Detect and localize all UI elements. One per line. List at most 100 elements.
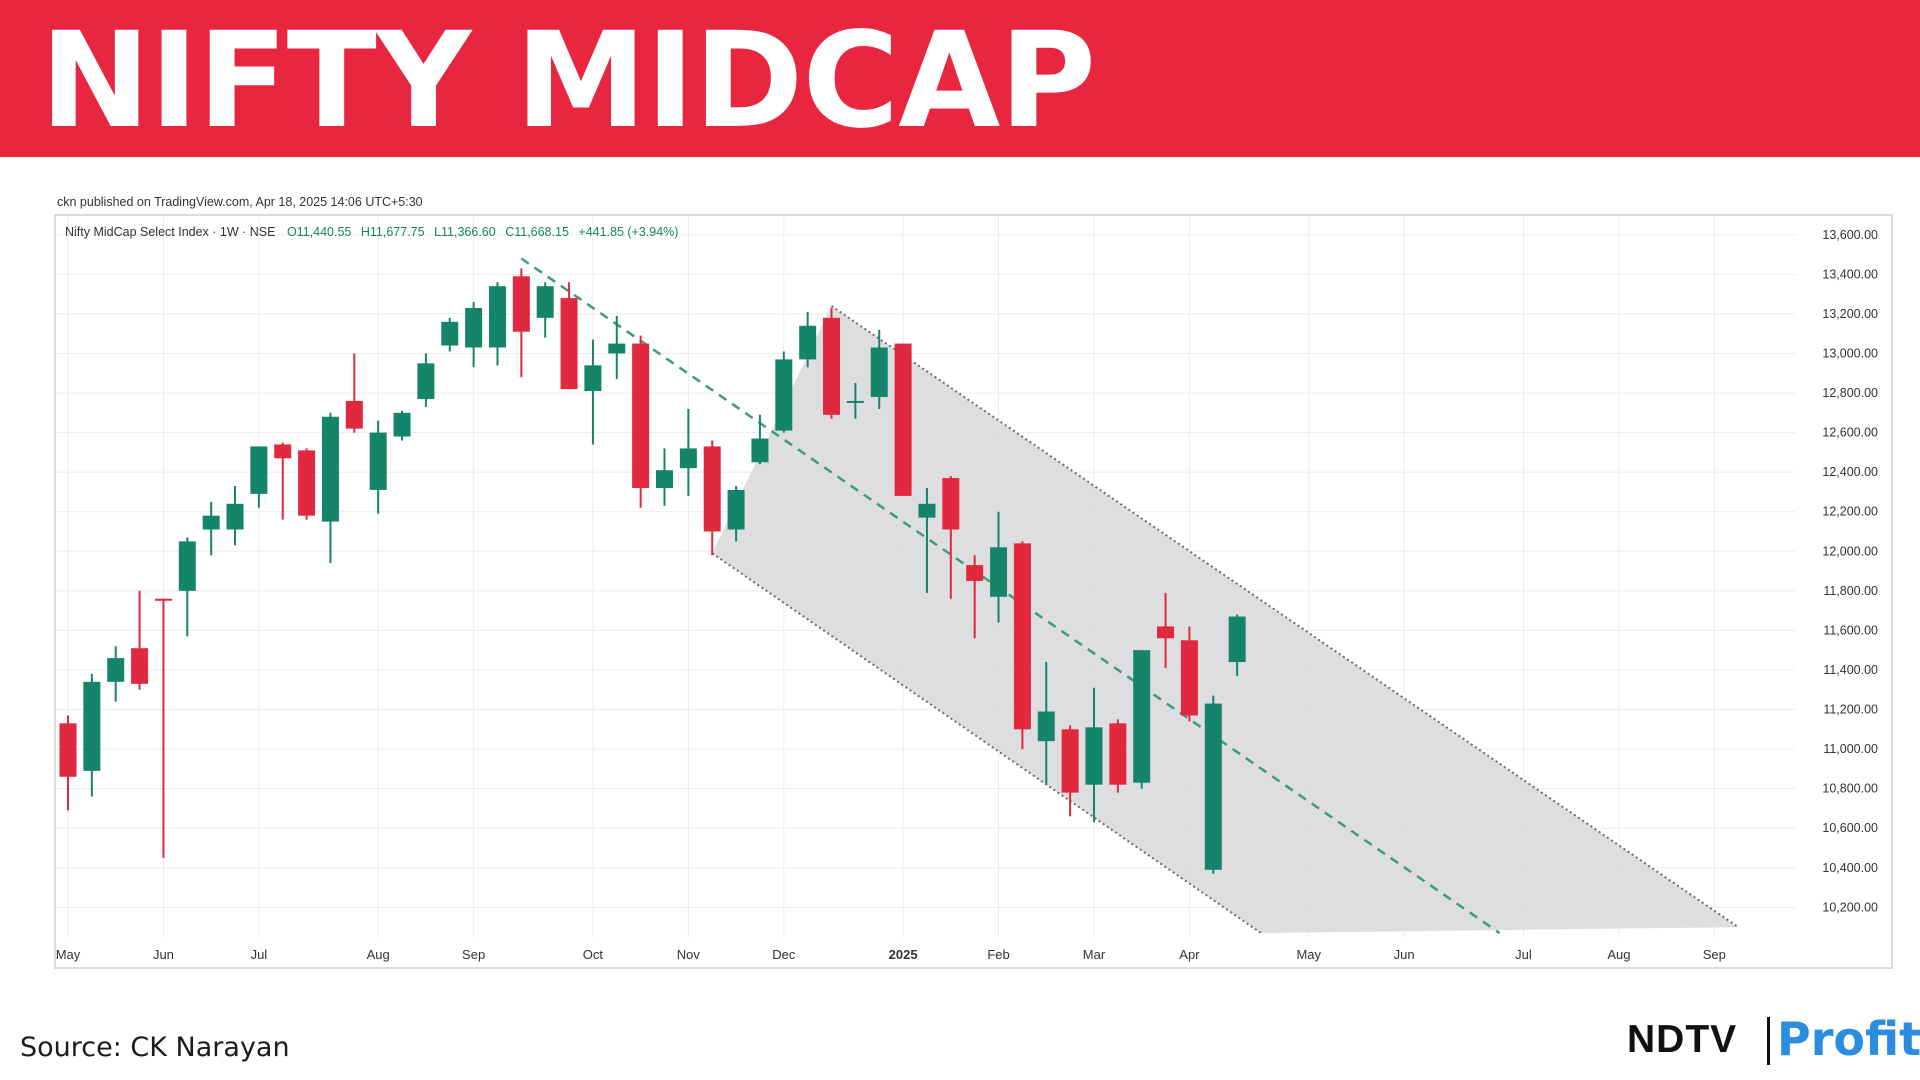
candle-body [202, 515, 220, 530]
candle-body [178, 541, 196, 591]
candle-up [679, 408, 697, 496]
candle-up [393, 410, 411, 441]
x-tick-label: Mar [1083, 947, 1106, 962]
candle-body [536, 286, 554, 318]
x-tick-label: Oct [583, 947, 604, 962]
candle-body [369, 432, 387, 490]
candle-body [465, 307, 483, 348]
candle-body [1061, 729, 1079, 793]
trend-channel-area [712, 305, 1739, 934]
y-tick-label: 10,800.00 [1822, 782, 1878, 796]
candle-body [131, 648, 149, 684]
legend-change: +441.85 (+3.94%) [578, 225, 678, 239]
candle-down [942, 476, 960, 599]
candle-body [727, 489, 745, 530]
legend-open: O11,440.55 [287, 225, 351, 239]
candle-body [417, 363, 435, 399]
candle-down [59, 715, 77, 811]
candle-body [83, 681, 101, 771]
candle-body [1085, 727, 1103, 785]
y-tick-label: 10,200.00 [1822, 900, 1878, 914]
ndtv-profit-logo: NDTV Profit [1625, 1012, 1920, 1072]
candle-body [632, 343, 650, 488]
candle-up [727, 485, 745, 542]
y-tick-label: 12,600.00 [1822, 426, 1878, 440]
candle-down [1180, 626, 1198, 722]
y-tick-label: 13,200.00 [1822, 307, 1878, 321]
candle-body [441, 321, 459, 346]
x-tick-label: Dec [772, 947, 796, 962]
candle-up [608, 315, 626, 380]
candle-down [703, 440, 721, 556]
candle-up [656, 448, 673, 506]
candle-body [918, 503, 936, 518]
x-tick-label: Nov [677, 947, 701, 962]
banner-title: NIFTY MIDCAP [40, 4, 1096, 158]
candle-body [870, 347, 888, 397]
candle-down [1109, 719, 1127, 793]
legend-low: L11,366.60 [434, 225, 496, 239]
candle-down [966, 555, 984, 639]
candle-up [1228, 614, 1246, 676]
x-tick-label: Apr [1179, 947, 1200, 962]
channel-lower-line [711, 552, 1262, 934]
candle-body [1204, 703, 1222, 870]
candle-body [1037, 711, 1055, 742]
candle-body [321, 416, 339, 522]
candle-body [1109, 723, 1127, 785]
candle-body [751, 438, 769, 463]
legend-close: C11,668.15 [505, 225, 569, 239]
candle-up [1133, 650, 1151, 789]
candle-up [488, 282, 506, 366]
candle-body [393, 412, 411, 437]
candle-down [1157, 592, 1175, 668]
candle-up [775, 351, 793, 433]
candle-body [799, 325, 817, 360]
y-tick-label: 11,600.00 [1823, 623, 1878, 637]
candle-body [1228, 616, 1246, 663]
x-tick-label: Sep [1703, 947, 1726, 962]
candle-up [417, 353, 435, 407]
x-tick-label: Sep [462, 947, 485, 962]
y-tick-label: 11,200.00 [1823, 703, 1878, 717]
candle-body [679, 448, 697, 469]
source-credit: Source: CK Narayan [20, 1032, 290, 1063]
candle-down [1061, 725, 1079, 817]
candle-body [966, 565, 984, 581]
candle-down [298, 448, 316, 520]
candle-down [131, 590, 149, 690]
candle-up [918, 487, 936, 593]
channel-midline [520, 257, 1501, 935]
chart-legend: Nifty MidCap Select Index · 1W · NSE O11… [65, 225, 678, 239]
candle-body [775, 359, 793, 431]
candle-body [990, 547, 1008, 597]
channel-upper-line [830, 305, 1739, 928]
candle-down [894, 343, 912, 496]
candle-up [751, 414, 769, 465]
x-tick-label: Aug [367, 947, 390, 962]
x-tick-label: Jul [1515, 947, 1532, 962]
candle-up [226, 485, 244, 546]
x-tick-label: May [1296, 947, 1321, 962]
candle-down [1013, 541, 1031, 750]
candle-body [250, 446, 268, 494]
candle-body [894, 343, 912, 496]
candle-up [202, 501, 220, 556]
logo-profit: Profit [1777, 1012, 1920, 1066]
y-tick-label: 11,400.00 [1823, 663, 1878, 677]
candle-body [942, 478, 960, 530]
candle-down [345, 353, 363, 433]
candle-body [226, 503, 244, 530]
y-tick-label: 12,200.00 [1822, 505, 1878, 519]
candle-body [154, 598, 172, 601]
candle-down [154, 598, 172, 858]
candle-body [584, 365, 602, 392]
candle-down [560, 282, 578, 390]
y-tick-label: 10,400.00 [1822, 861, 1878, 875]
x-tick-label: Feb [987, 947, 1009, 962]
candle-up [799, 311, 817, 368]
candle-body [345, 400, 363, 429]
y-axis: 10,200.00 10,400.00 10,600.00 10,800.00 11,0… [1822, 228, 1878, 915]
candle-up [178, 537, 196, 637]
candle-body [1180, 640, 1198, 716]
